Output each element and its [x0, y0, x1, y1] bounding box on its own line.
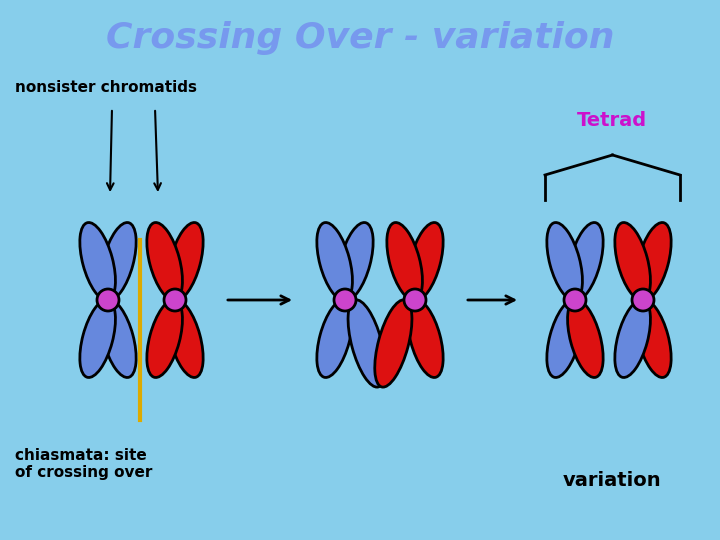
Ellipse shape [317, 300, 353, 377]
Circle shape [334, 289, 356, 311]
Ellipse shape [615, 300, 650, 377]
Ellipse shape [387, 222, 423, 300]
Ellipse shape [168, 222, 203, 300]
Ellipse shape [567, 222, 603, 300]
Text: Crossing Over - variation: Crossing Over - variation [106, 21, 614, 55]
Ellipse shape [147, 222, 182, 300]
Ellipse shape [546, 300, 582, 377]
Text: chiasmata: site
of crossing over: chiasmata: site of crossing over [15, 448, 153, 481]
Ellipse shape [348, 300, 385, 387]
Circle shape [564, 289, 586, 311]
Text: nonsister chromatids: nonsister chromatids [15, 80, 197, 96]
Ellipse shape [636, 222, 671, 300]
Ellipse shape [338, 222, 373, 300]
Ellipse shape [147, 300, 182, 377]
Ellipse shape [408, 300, 444, 377]
Ellipse shape [375, 300, 412, 387]
Text: Tetrad: Tetrad [577, 111, 647, 130]
Circle shape [164, 289, 186, 311]
Ellipse shape [636, 300, 671, 377]
Text: variation: variation [563, 470, 661, 489]
Ellipse shape [408, 222, 444, 300]
Circle shape [632, 289, 654, 311]
Ellipse shape [80, 222, 115, 300]
Ellipse shape [546, 222, 582, 300]
Circle shape [404, 289, 426, 311]
Ellipse shape [101, 222, 136, 300]
Circle shape [97, 289, 119, 311]
Ellipse shape [80, 300, 115, 377]
Ellipse shape [168, 300, 203, 377]
Ellipse shape [615, 222, 650, 300]
Ellipse shape [567, 300, 603, 377]
Ellipse shape [317, 222, 353, 300]
Ellipse shape [101, 300, 136, 377]
